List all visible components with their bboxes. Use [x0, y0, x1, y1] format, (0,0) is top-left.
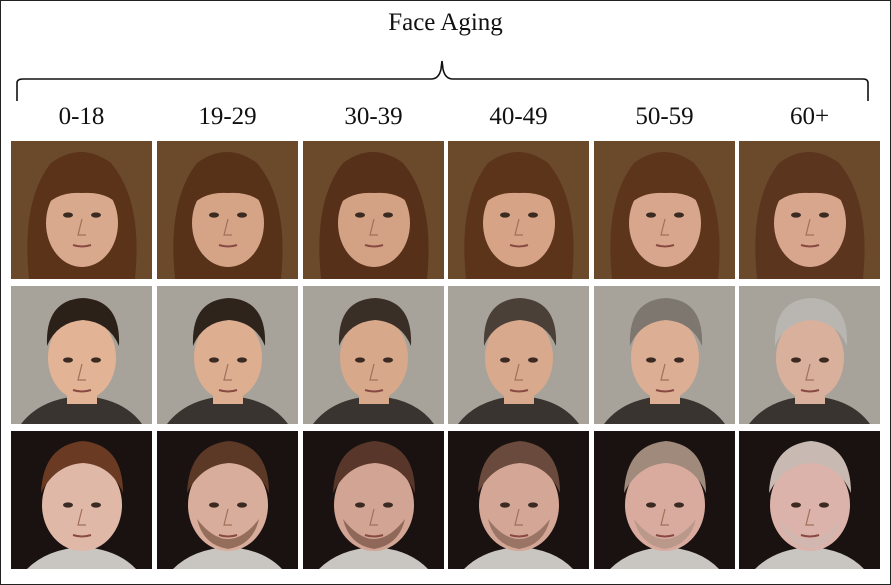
- face-image: [739, 141, 880, 279]
- age-label: 19-29: [198, 103, 257, 130]
- face-image: [157, 431, 298, 569]
- face-image: [594, 141, 735, 279]
- face-image: [303, 286, 444, 424]
- face-image: [157, 286, 298, 424]
- face-image: [448, 431, 589, 569]
- face-image: [303, 431, 444, 569]
- face-image: [157, 141, 298, 279]
- face-image: [594, 286, 735, 424]
- age-label: 0-18: [58, 103, 105, 130]
- age-range-brace: [16, 60, 869, 101]
- age-label: 40-49: [489, 103, 548, 130]
- face-image: [303, 141, 444, 279]
- face-image: [739, 286, 880, 424]
- face-image: [594, 431, 735, 569]
- figure-title: Face Aging: [388, 9, 503, 36]
- face-image: [739, 431, 880, 569]
- age-label: 60+: [789, 103, 830, 130]
- face-image: [11, 431, 152, 569]
- face-image: [11, 286, 152, 424]
- age-label: 30-39: [344, 103, 403, 130]
- face-image: [448, 141, 589, 279]
- age-label: 50-59: [635, 103, 694, 130]
- face-image: [11, 141, 152, 279]
- face-image: [448, 286, 589, 424]
